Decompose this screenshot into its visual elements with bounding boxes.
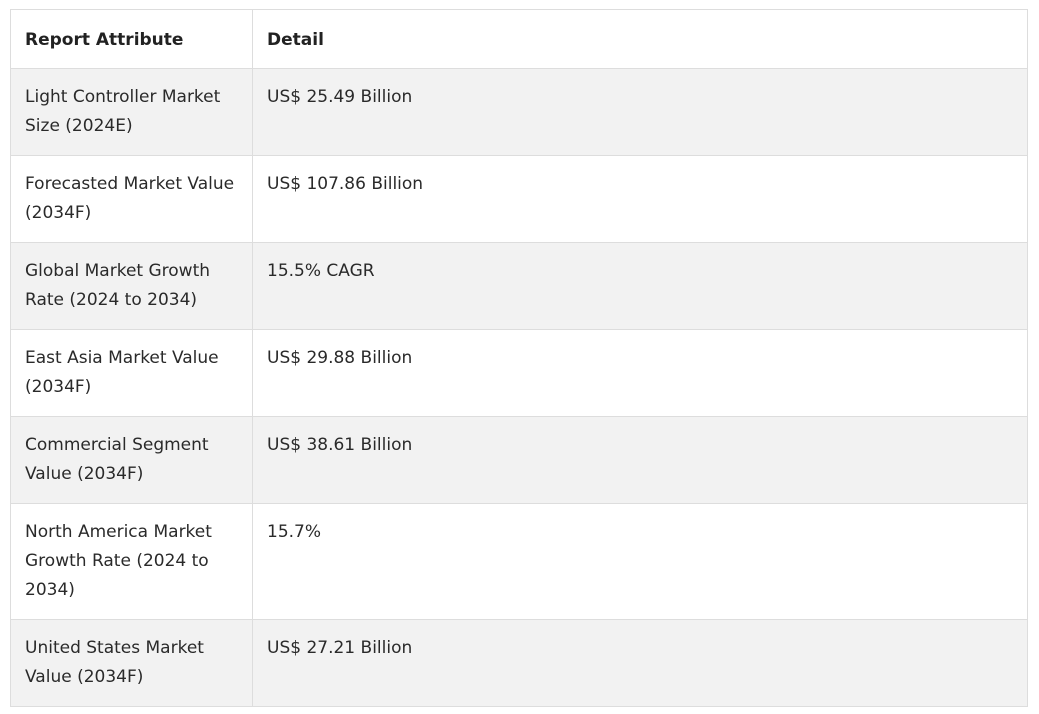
row-detail: US$ 38.61 Billion [252,416,1028,504]
row-detail: 15.7% [252,503,1028,620]
row-attribute: North America Market Growth Rate (2024 t… [10,503,253,620]
table-row: United States Market Value (2034F) US$ 2… [10,619,1028,707]
row-detail: US$ 107.86 Billion [252,155,1028,243]
row-attribute: Forecasted Market Value (2034F) [10,155,253,243]
row-attribute: East Asia Market Value (2034F) [10,329,253,417]
row-attribute: Global Market Growth Rate (2024 to 2034) [10,242,253,330]
row-detail: 15.5% CAGR [252,242,1028,330]
table-row: Light Controller Market Size (2024E) US$… [10,68,1028,156]
row-detail: US$ 25.49 Billion [252,68,1028,156]
table-row: Global Market Growth Rate (2024 to 2034)… [10,242,1028,330]
table-row: Commercial Segment Value (2034F) US$ 38.… [10,416,1028,504]
table-header-row: Report Attribute Detail [10,9,1028,69]
report-attribute-table: Report Attribute Detail Light Controller… [10,9,1028,707]
table-row: East Asia Market Value (2034F) US$ 29.88… [10,329,1028,417]
table-row: Forecasted Market Value (2034F) US$ 107.… [10,155,1028,243]
header-detail: Detail [252,9,1028,69]
row-detail: US$ 29.88 Billion [252,329,1028,417]
row-attribute: Commercial Segment Value (2034F) [10,416,253,504]
table-row: North America Market Growth Rate (2024 t… [10,503,1028,620]
row-attribute: Light Controller Market Size (2024E) [10,68,253,156]
row-attribute: United States Market Value (2034F) [10,619,253,707]
row-detail: US$ 27.21 Billion [252,619,1028,707]
report-table-container: Report Attribute Detail Light Controller… [10,9,1028,707]
header-report-attribute: Report Attribute [10,9,253,69]
